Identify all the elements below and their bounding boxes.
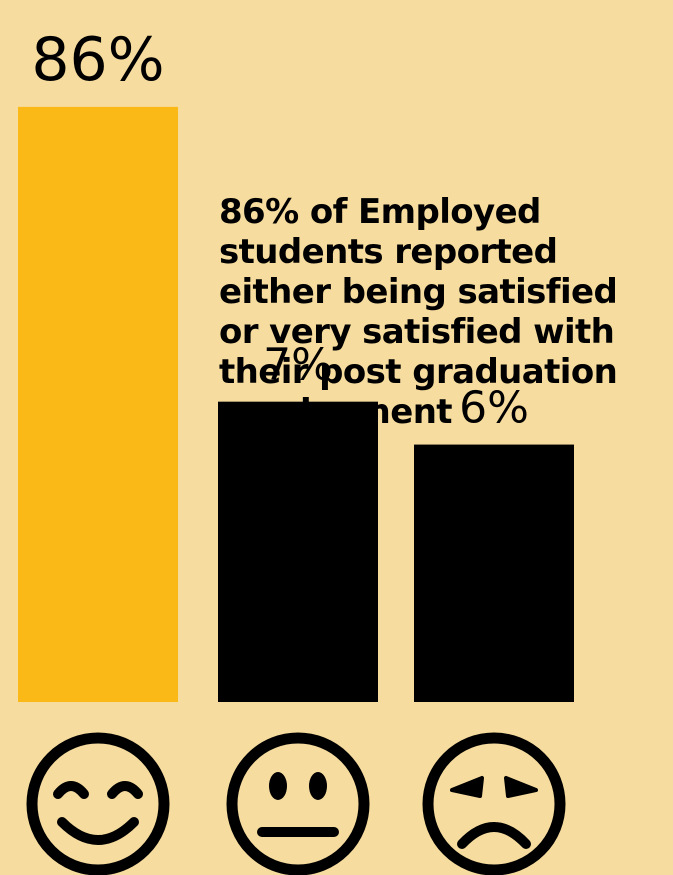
neutral-face-icon <box>226 732 370 875</box>
bar-neutral <box>218 401 378 702</box>
caption-line-1: 86% of Employed <box>219 192 541 232</box>
value-label-satisfied: 86% <box>31 25 164 95</box>
smiling-face-icon <box>26 732 170 875</box>
value-label-neutral: 7% <box>263 340 333 391</box>
caption-line-3: either being satisfied <box>219 272 618 312</box>
caption-line-4: or very satisfied with <box>219 312 615 352</box>
caption-line-6: employment <box>219 392 453 432</box>
value-label-dissatisfied: 6% <box>459 383 529 434</box>
bar-dissatisfied <box>414 444 574 702</box>
bar-satisfied <box>18 106 178 702</box>
caption-line-2: students reported <box>219 232 558 272</box>
sad-face-icon <box>422 732 566 875</box>
chart-caption: 86% of Employed students reported either… <box>219 192 669 432</box>
caption-line-5: their post graduation <box>219 352 618 392</box>
